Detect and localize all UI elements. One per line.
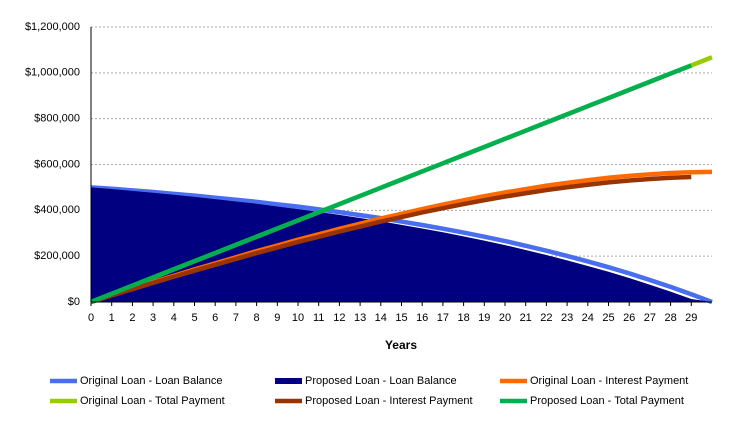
x-tick-label: 22 — [540, 312, 552, 324]
series-area — [91, 187, 712, 302]
x-tick-label: 11 — [313, 312, 324, 324]
x-tick-label: 25 — [602, 312, 614, 324]
series-line — [90, 174, 692, 305]
y-tick-label: $800,000 — [34, 113, 80, 125]
x-tick-label: 23 — [561, 312, 573, 324]
y-tick-label: $0 — [68, 296, 80, 308]
y-tick-label: $600,000 — [34, 158, 80, 170]
legend-label: Proposed Loan - Total Payment — [530, 395, 684, 407]
x-tick-label: 14 — [375, 312, 387, 324]
x-tick-label: 0 — [88, 312, 94, 324]
x-tick-label: 5 — [191, 312, 197, 324]
x-tick-label: 29 — [685, 312, 697, 324]
x-tick-label: 10 — [292, 312, 304, 324]
x-tick-label: 21 — [520, 312, 532, 324]
x-tick-label: 28 — [664, 312, 676, 324]
legend-label: Original Loan - Loan Balance — [80, 375, 222, 387]
y-tick-label: $1,200,000 — [25, 21, 80, 33]
x-tick-label: 17 — [437, 312, 449, 324]
x-tick-label: 9 — [274, 312, 280, 324]
x-tick-label: 3 — [150, 312, 156, 324]
x-tick-label: 19 — [478, 312, 490, 324]
x-tick-label: 13 — [354, 312, 366, 324]
x-tick-label: 27 — [644, 312, 656, 324]
y-tick-label: $200,000 — [34, 250, 80, 262]
x-tick-label: 24 — [582, 312, 594, 324]
legend-label: Original Loan - Interest Payment — [530, 375, 688, 387]
x-axis-label: Years — [385, 338, 417, 352]
x-tick-label: 12 — [333, 312, 345, 324]
y-tick-label: $1,000,000 — [25, 67, 80, 79]
series-line — [90, 185, 713, 305]
legend-label: Proposed Loan - Loan Balance — [305, 375, 457, 387]
x-tick-label: 7 — [233, 312, 239, 324]
y-tick-label: $400,000 — [34, 204, 80, 216]
series-line — [90, 63, 693, 305]
x-tick-label: 4 — [171, 312, 177, 324]
x-tick-label: 26 — [623, 312, 635, 324]
x-tick-label: 6 — [212, 312, 218, 324]
x-tick-label: 18 — [457, 312, 469, 324]
x-tick-label: 20 — [499, 312, 511, 324]
x-tick-label: 16 — [416, 312, 428, 324]
legend-label: Original Loan - Total Payment — [80, 395, 225, 407]
x-tick-label: 8 — [254, 312, 260, 324]
x-tick-label: 2 — [129, 312, 135, 324]
x-tick-label: 1 — [109, 312, 115, 324]
x-tick-label: 15 — [395, 312, 407, 324]
legend-label: Proposed Loan - Interest Payment — [305, 395, 473, 407]
